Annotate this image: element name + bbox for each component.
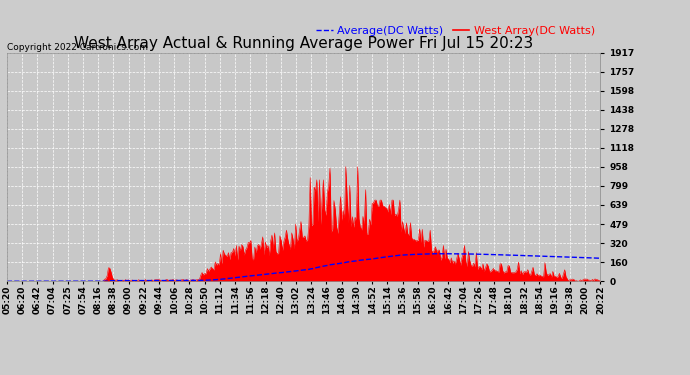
Title: West Array Actual & Running Average Power Fri Jul 15 20:23: West Array Actual & Running Average Powe… (74, 36, 533, 51)
Text: Copyright 2022 Cartronics.com: Copyright 2022 Cartronics.com (7, 44, 148, 52)
Legend: Average(DC Watts), West Array(DC Watts): Average(DC Watts), West Array(DC Watts) (317, 26, 595, 36)
